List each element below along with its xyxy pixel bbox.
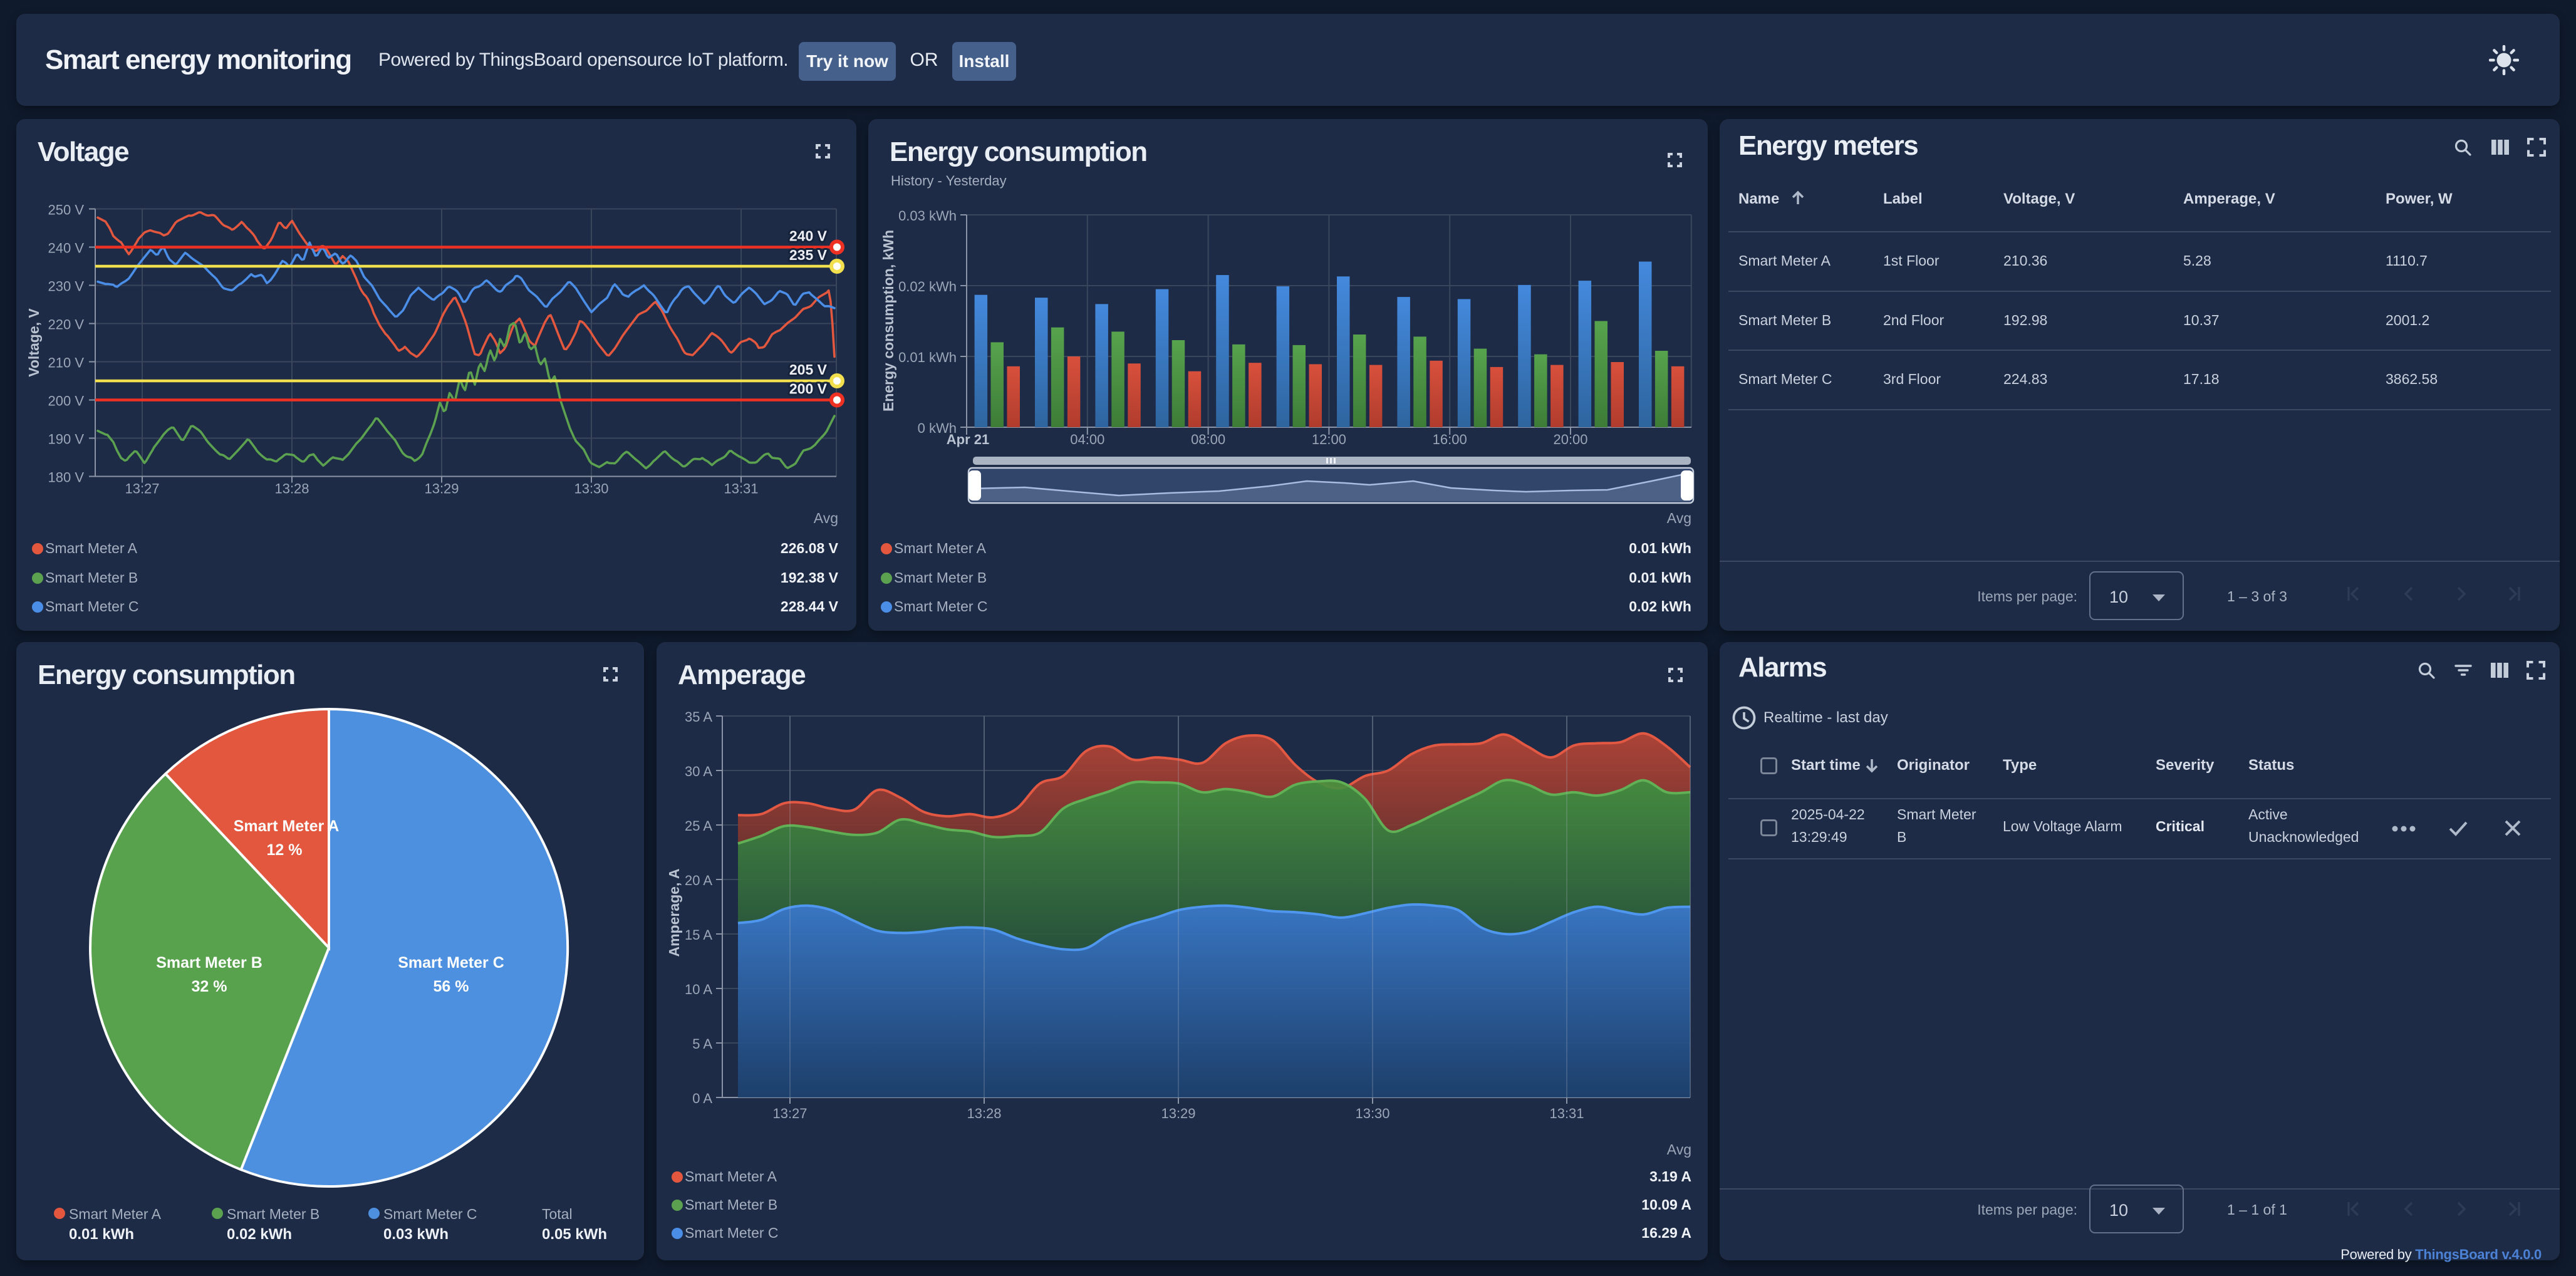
svg-text:13:30: 13:30 [1355, 1106, 1389, 1121]
svg-text:04:00: 04:00 [1070, 432, 1104, 447]
svg-text:08:00: 08:00 [1191, 432, 1225, 447]
svg-text:13:28: 13:28 [274, 481, 309, 497]
svg-text:Apr 21: Apr 21 [947, 432, 989, 447]
svg-text:0 A: 0 A [692, 1091, 712, 1106]
svg-text:235 V: 235 V [789, 247, 828, 263]
svg-text:20 A: 20 A [685, 873, 712, 888]
svg-text:12 %: 12 % [267, 841, 303, 859]
svg-text:13:29: 13:29 [424, 481, 459, 497]
svg-text:230 V: 230 V [48, 279, 85, 294]
svg-text:Smart Meter A: Smart Meter A [234, 817, 340, 835]
svg-text:13:27: 13:27 [772, 1106, 807, 1121]
svg-text:210 V: 210 V [48, 355, 85, 371]
svg-text:35 A: 35 A [685, 709, 712, 725]
svg-text:13:29: 13:29 [1161, 1106, 1195, 1121]
svg-text:Voltage, V: Voltage, V [26, 308, 42, 377]
svg-text:10 A: 10 A [685, 982, 712, 997]
svg-text:30 A: 30 A [685, 764, 712, 779]
svg-text:0.01 kWh: 0.01 kWh [898, 350, 957, 365]
svg-text:Smart Meter B: Smart Meter B [156, 954, 262, 972]
svg-text:200 V: 200 V [789, 381, 828, 397]
svg-text:13:31: 13:31 [724, 481, 758, 497]
svg-text:205 V: 205 V [789, 361, 828, 378]
svg-text:200 V: 200 V [48, 393, 85, 409]
svg-text:0 kWh: 0 kWh [918, 420, 957, 436]
svg-text:220 V: 220 V [48, 317, 85, 333]
svg-text:13:30: 13:30 [574, 481, 608, 497]
svg-text:240 V: 240 V [48, 241, 85, 256]
svg-text:240 V: 240 V [789, 228, 828, 244]
svg-text:15 A: 15 A [685, 927, 712, 943]
svg-text:20:00: 20:00 [1553, 432, 1587, 447]
svg-text:0.02 kWh: 0.02 kWh [898, 279, 957, 294]
svg-text:250 V: 250 V [48, 202, 85, 218]
svg-text:190 V: 190 V [48, 432, 85, 447]
svg-text:16:00: 16:00 [1433, 432, 1467, 447]
svg-text:13:31: 13:31 [1549, 1106, 1584, 1121]
svg-text:13:28: 13:28 [967, 1106, 1001, 1121]
svg-text:25 A: 25 A [685, 818, 712, 834]
svg-text:Amperage, A: Amperage, A [666, 868, 682, 957]
svg-text:12:00: 12:00 [1312, 432, 1346, 447]
svg-text:5 A: 5 A [692, 1036, 712, 1052]
svg-text:Energy consumption, kWh: Energy consumption, kWh [880, 230, 896, 412]
svg-text:0.03 kWh: 0.03 kWh [898, 208, 957, 224]
svg-text:13:27: 13:27 [125, 481, 159, 497]
svg-text:180 V: 180 V [48, 470, 85, 485]
svg-text:56 %: 56 % [434, 978, 469, 995]
svg-text:32 %: 32 % [192, 978, 227, 995]
svg-text:Smart Meter C: Smart Meter C [398, 954, 504, 972]
